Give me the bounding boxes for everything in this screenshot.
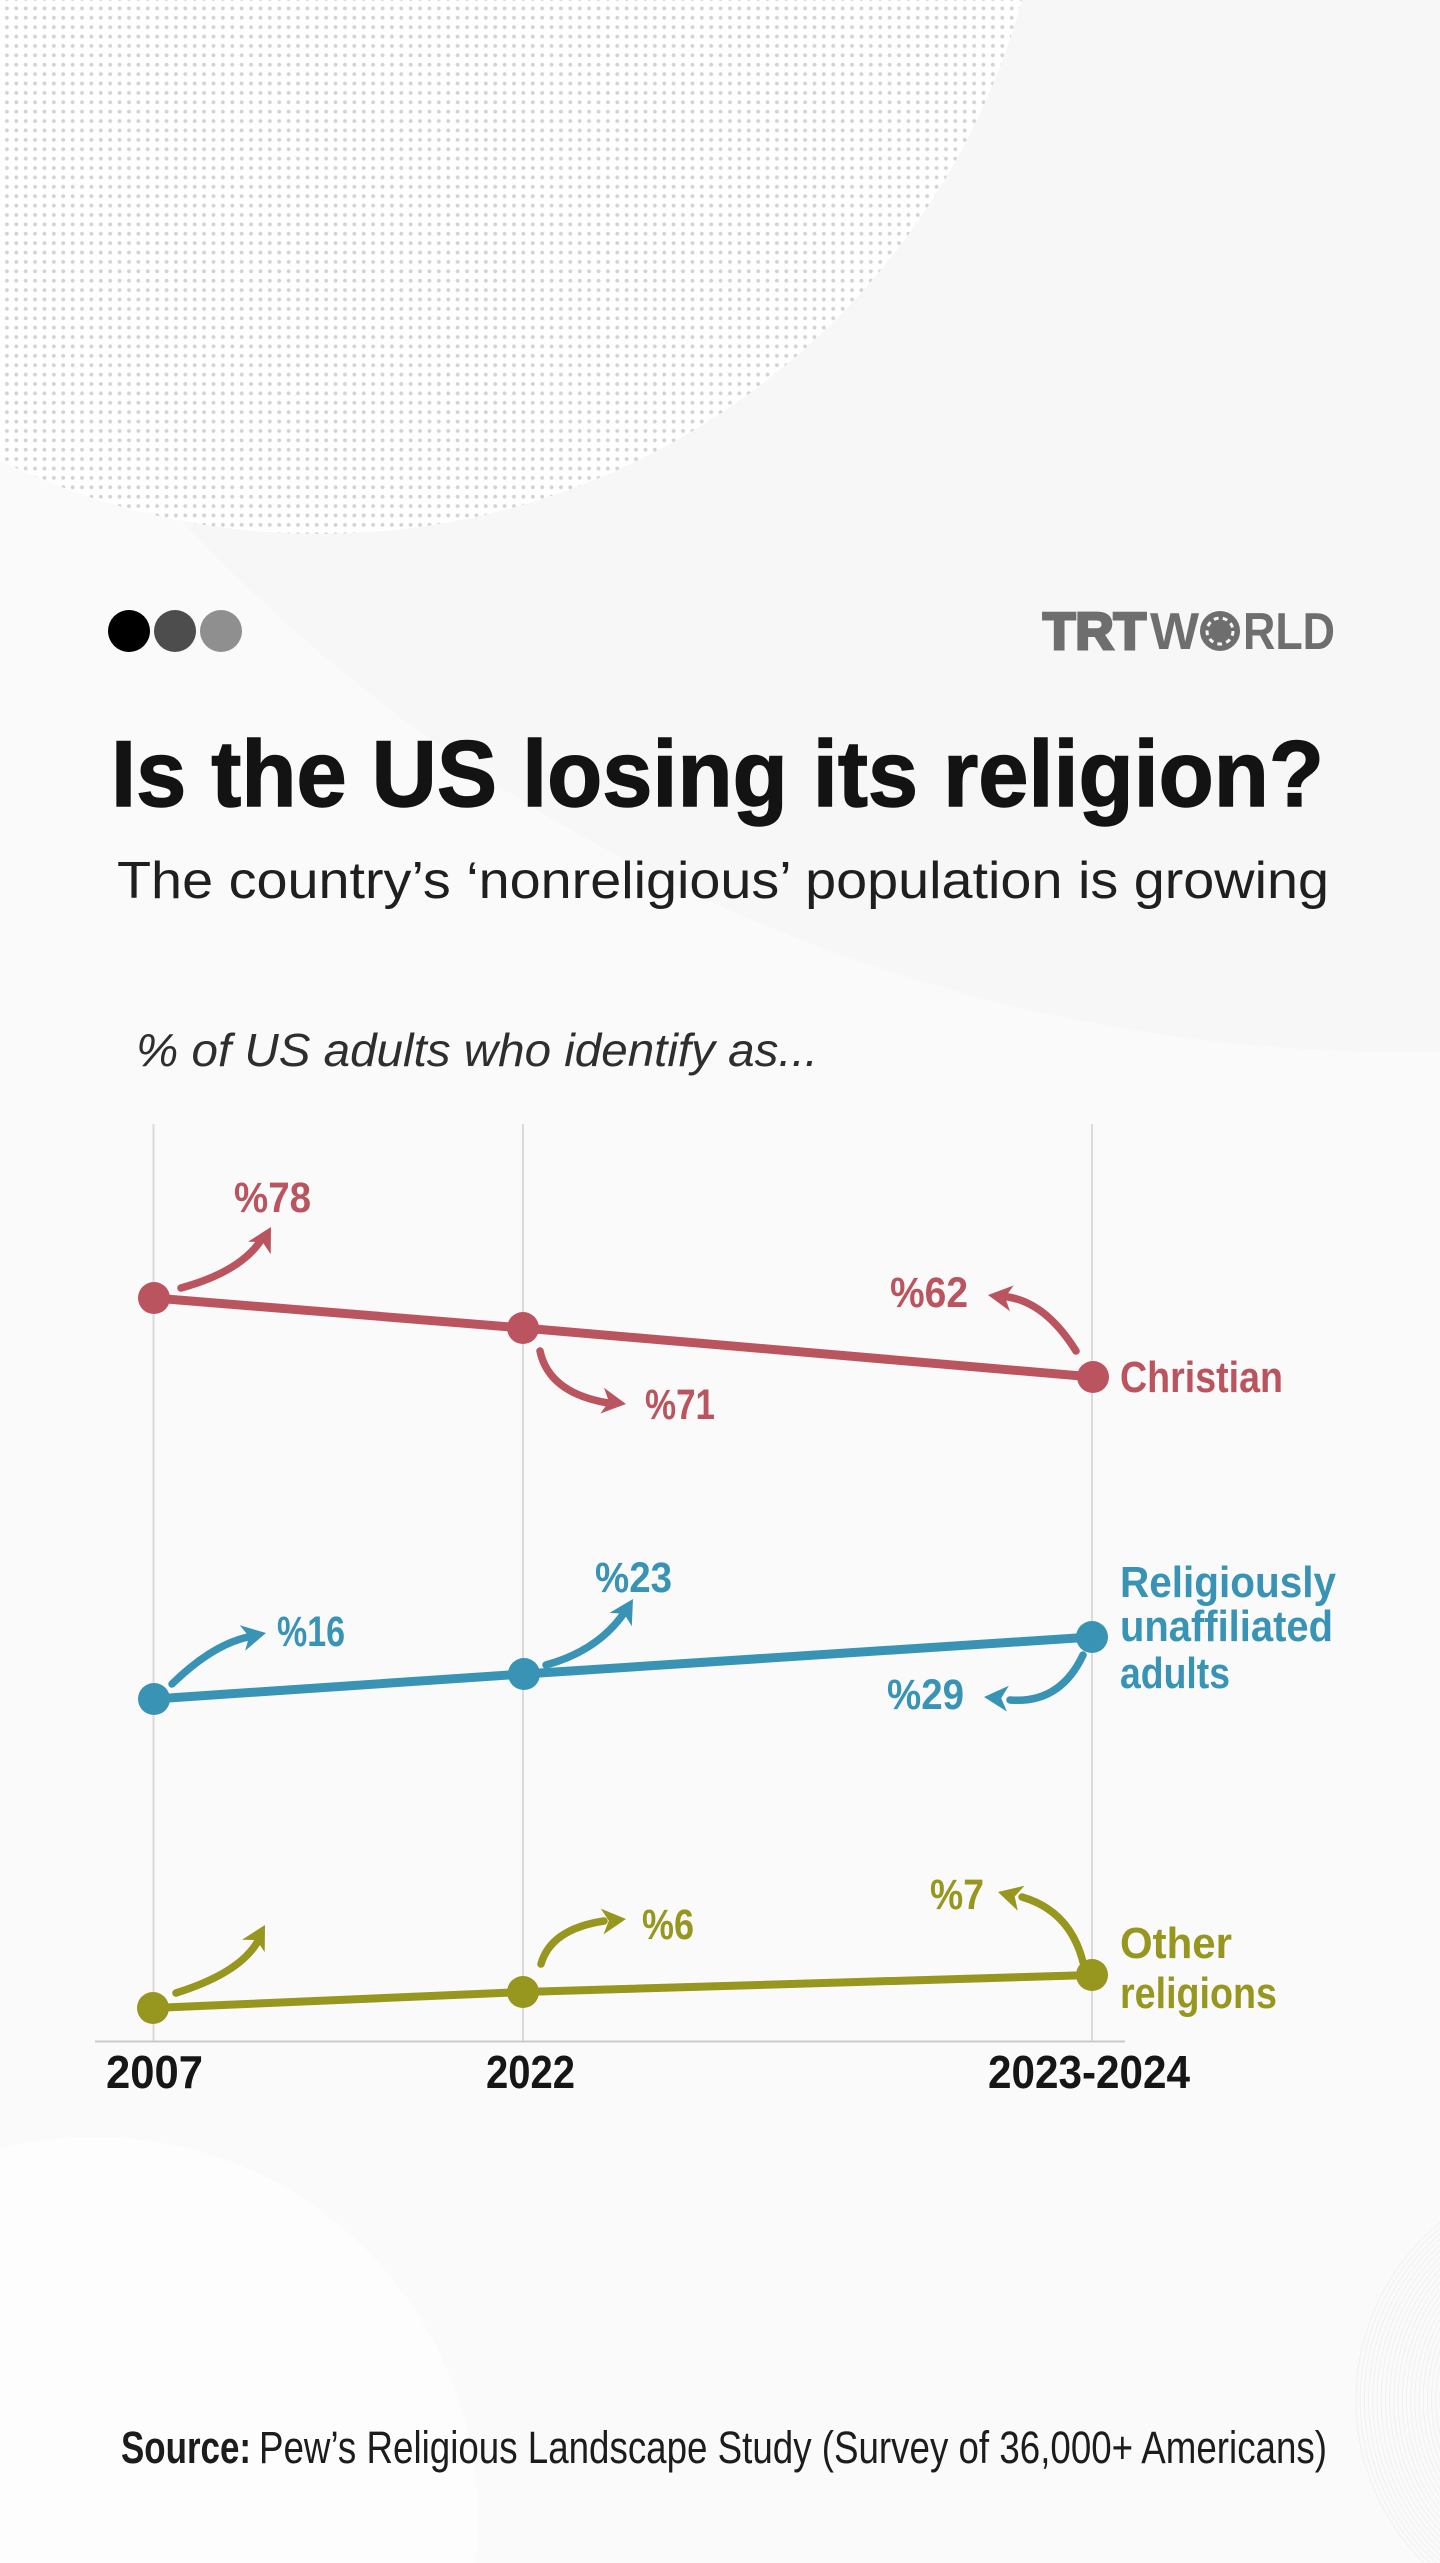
svg-text:Is the US losing its religion?: Is the US losing its religion? <box>111 721 1324 826</box>
svg-text:%16: %16 <box>277 1608 345 1656</box>
svg-text:Christian: Christian <box>1120 1353 1283 1402</box>
svg-text:%7: %7 <box>930 1871 984 1919</box>
svg-text:unaffiliated: unaffiliated <box>1120 1602 1333 1651</box>
svg-text:% of US adults who identify as: % of US adults who identify as... <box>136 1024 818 1076</box>
svg-text:Pew’s Religious Landscape Stud: Pew’s Religious Landscape Study (Survey … <box>259 2422 1327 2473</box>
svg-text:%6: %6 <box>642 1901 694 1949</box>
svg-text:Other: Other <box>1120 1919 1232 1968</box>
svg-text:%23: %23 <box>595 1554 672 1602</box>
svg-text:%78: %78 <box>234 1174 311 1222</box>
svg-text:Source:: Source: <box>121 2422 251 2473</box>
svg-text:adults: adults <box>1120 1649 1230 1698</box>
svg-text:%29: %29 <box>887 1671 964 1719</box>
svg-text:TRT: TRT <box>1043 603 1146 661</box>
svg-text:2007: 2007 <box>106 2046 203 2098</box>
svg-text:religions: religions <box>1120 1969 1277 2018</box>
svg-text:%71: %71 <box>645 1381 715 1429</box>
svg-text:%62: %62 <box>890 1269 968 1317</box>
svg-text:The country’s ‘nonreligious’ p: The country’s ‘nonreligious’ population … <box>117 852 1329 910</box>
svg-text:W: W <box>1150 603 1200 661</box>
svg-text:2022: 2022 <box>486 2046 575 2098</box>
svg-text:Religiously: Religiously <box>1120 1558 1336 1607</box>
svg-text:2023-2024: 2023-2024 <box>988 2046 1190 2098</box>
svg-text:RLD: RLD <box>1243 603 1335 661</box>
